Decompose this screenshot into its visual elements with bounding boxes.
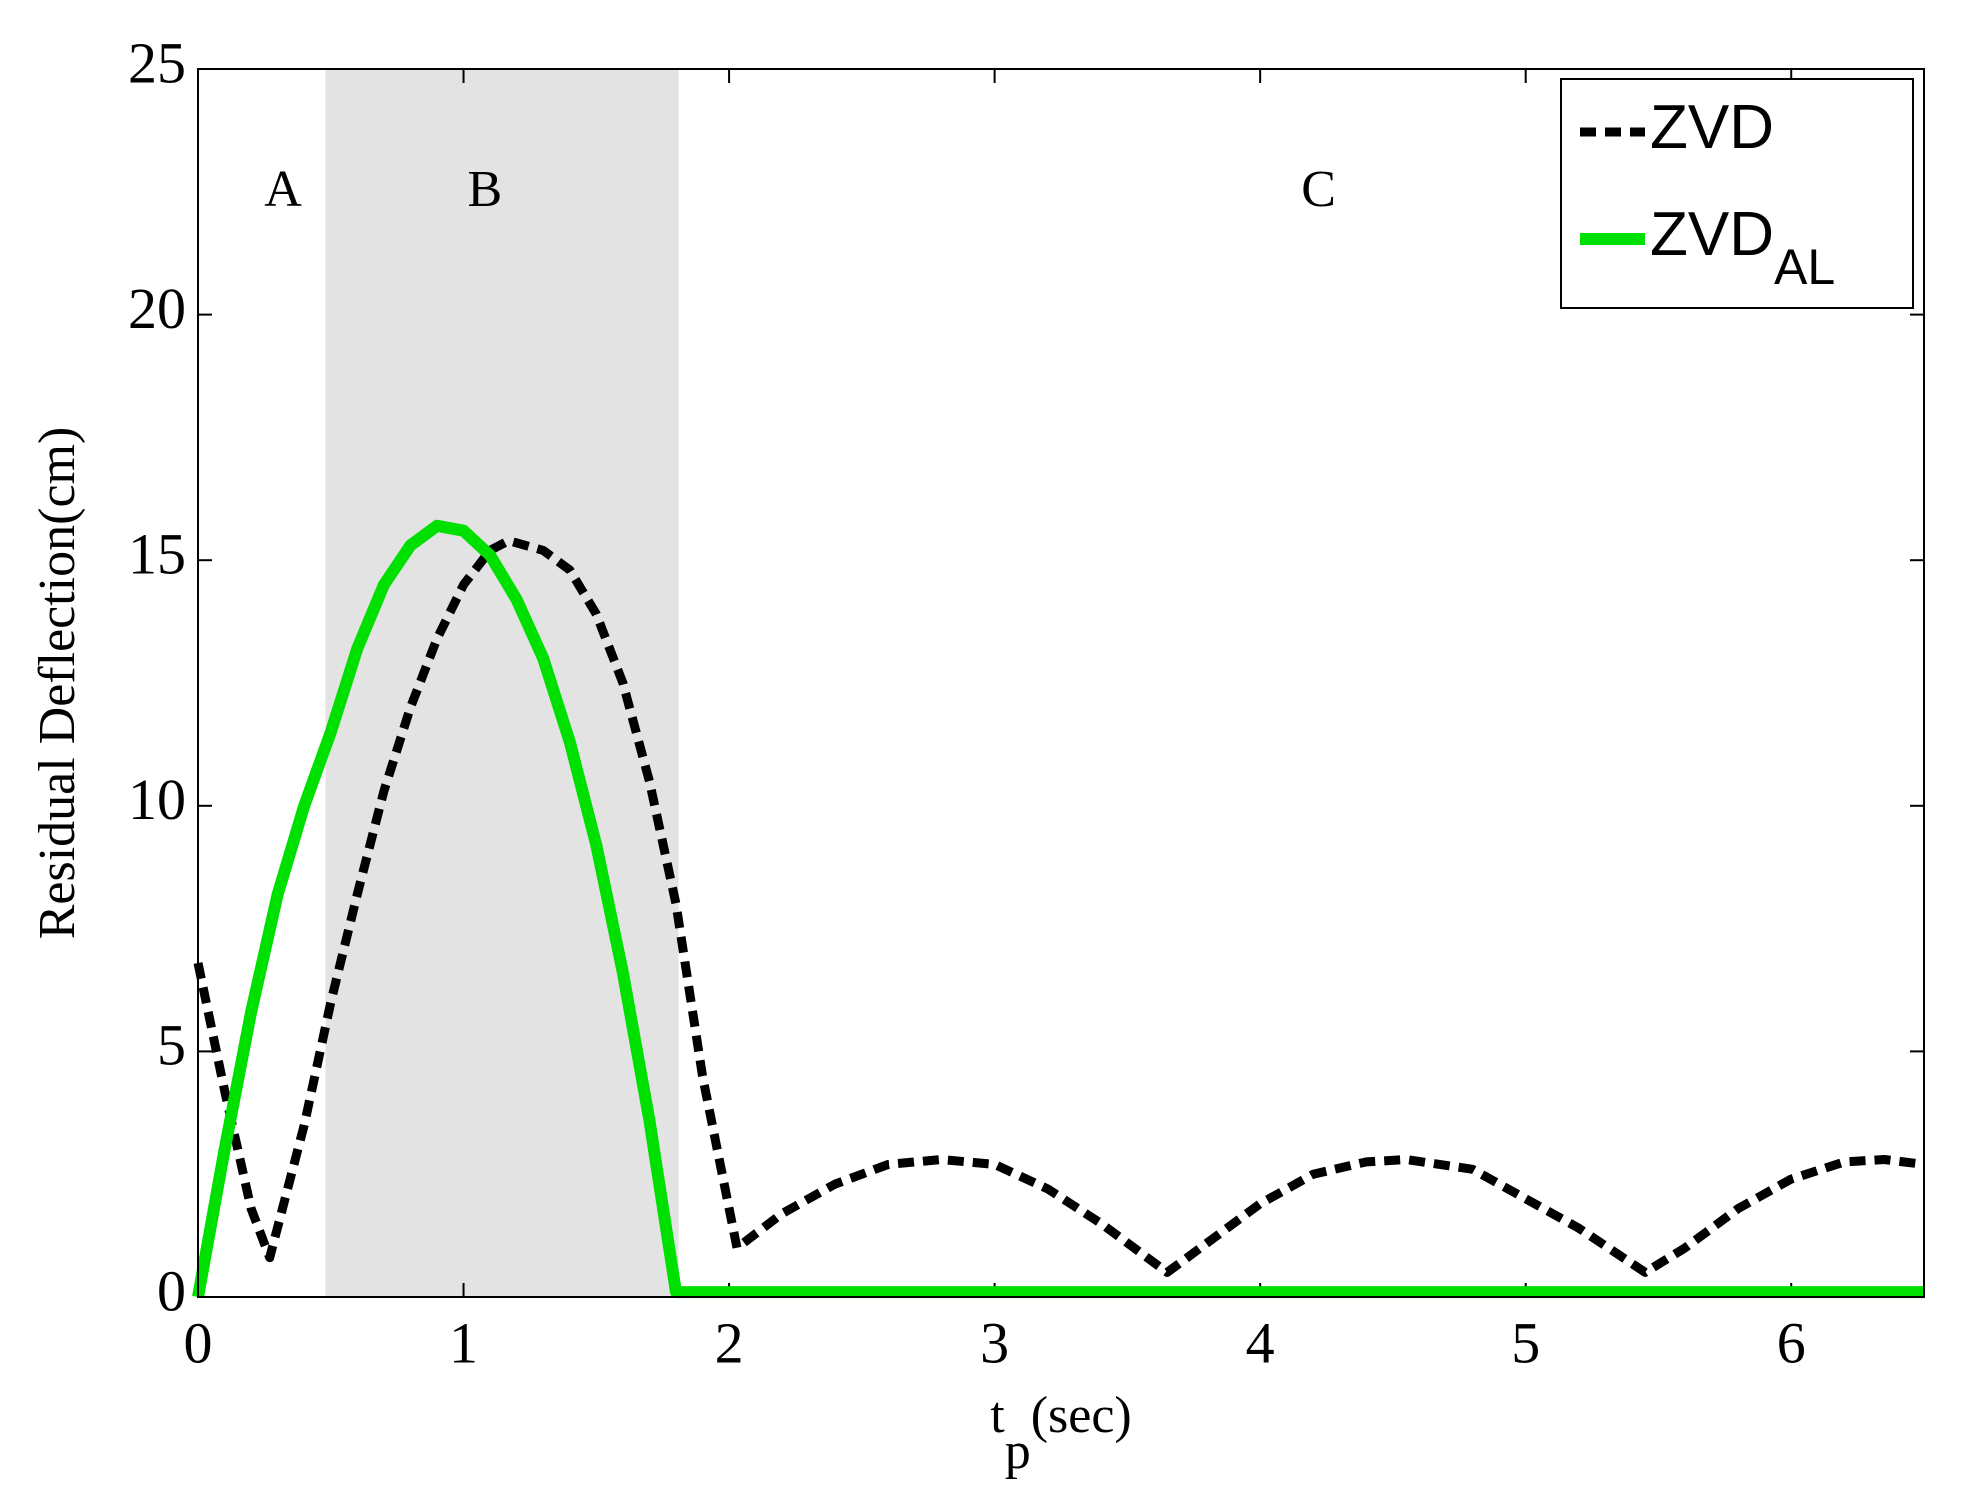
x-tick-label: 2 (715, 1310, 744, 1375)
x-axis-label-main: t (990, 1387, 1005, 1444)
x-axis-label-suffix: (sec) (1031, 1387, 1132, 1444)
y-tick-label: 10 (128, 767, 186, 832)
x-tick-label: 0 (184, 1310, 213, 1375)
x-tick-label: 4 (1246, 1310, 1275, 1375)
legend-label: ZVD (1650, 93, 1774, 162)
x-tick-label: 5 (1511, 1310, 1540, 1375)
region-label: C (1301, 161, 1336, 218)
legend-box (1560, 78, 1914, 309)
y-tick-label: 5 (157, 1013, 186, 1078)
x-axis-label: tp(sec) (990, 1387, 1131, 1480)
series-line (192, 519, 1924, 1299)
x-axis-label-subscript: p (1005, 1423, 1031, 1480)
x-tick-label: 1 (449, 1310, 478, 1375)
legend-name: ZVD (1650, 93, 1774, 162)
legend-subscript: AL (1774, 239, 1835, 295)
plot-frame (197, 68, 1925, 1298)
y-tick-label: 0 (157, 1258, 186, 1323)
region-label: B (467, 161, 502, 218)
x-tick-label: 6 (1777, 1310, 1806, 1375)
y-tick-label: 20 (128, 276, 186, 341)
x-tick-label: 3 (980, 1310, 1009, 1375)
series-line (193, 536, 1925, 1277)
legend-name: ZVD (1650, 200, 1774, 269)
y-tick-label: 25 (128, 30, 186, 95)
y-axis-label: Residual Deflection(cm) (29, 427, 86, 940)
legend-label: ZVDAL (1650, 200, 1835, 295)
y-tick-label: 15 (128, 522, 186, 587)
region-label: A (264, 161, 302, 218)
